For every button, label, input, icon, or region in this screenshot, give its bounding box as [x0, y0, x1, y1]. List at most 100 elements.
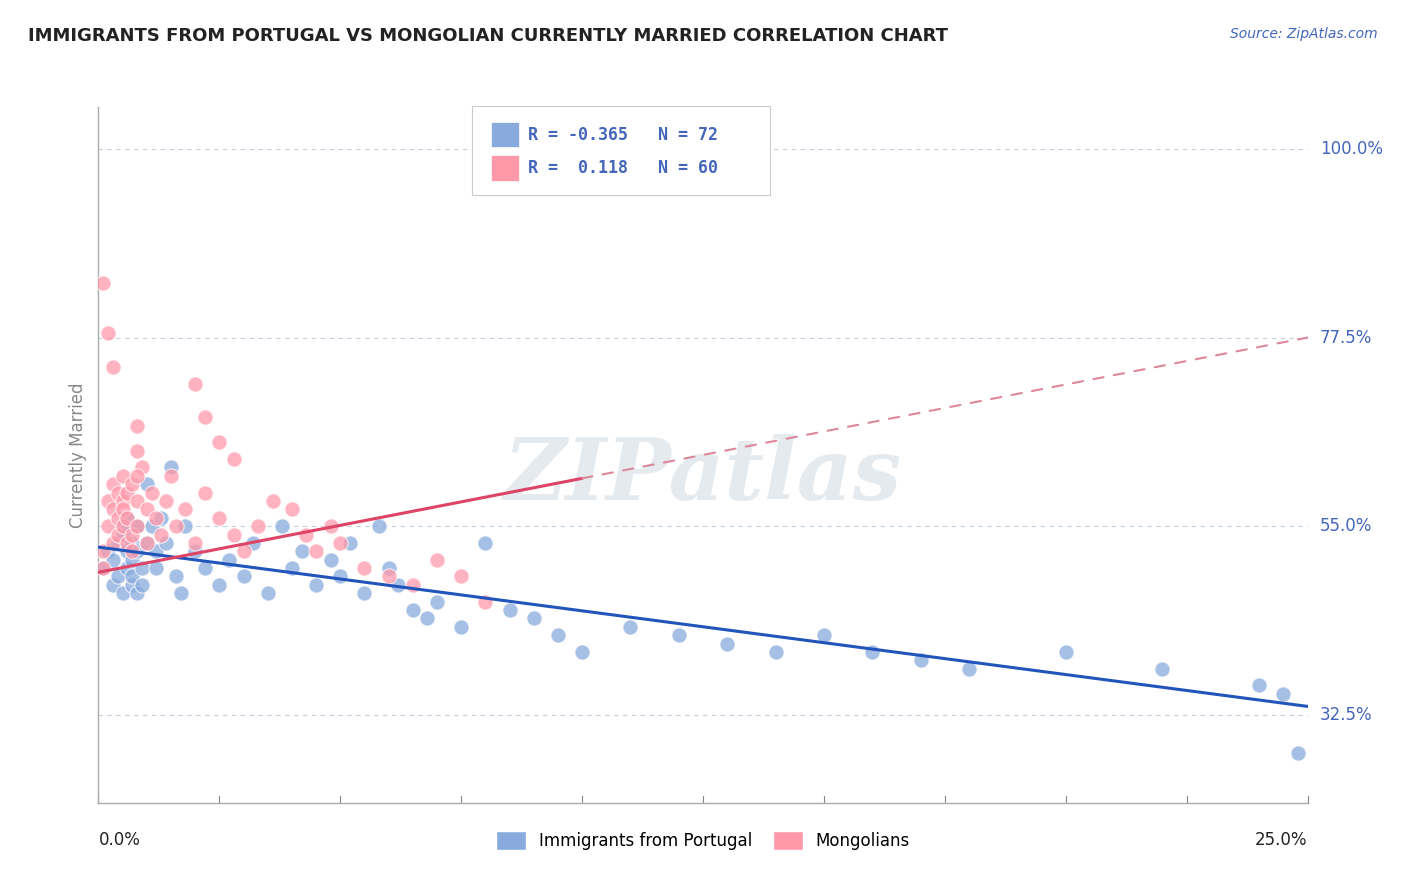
- Point: [218, 552, 240, 566]
- Point: [208, 510, 231, 524]
- Point: [387, 578, 409, 592]
- Text: ZIPatlas: ZIPatlas: [503, 434, 903, 517]
- Point: [319, 552, 342, 566]
- Point: [416, 611, 439, 625]
- Point: [121, 552, 143, 566]
- Point: [101, 502, 124, 516]
- Point: [281, 561, 304, 575]
- Point: [402, 603, 425, 617]
- Point: [194, 485, 217, 500]
- Point: [97, 519, 120, 533]
- Text: 55.0%: 55.0%: [1320, 517, 1372, 535]
- Point: [117, 485, 139, 500]
- Point: [242, 536, 264, 550]
- Point: [668, 628, 690, 642]
- Point: [305, 544, 328, 558]
- Point: [232, 544, 254, 558]
- Point: [107, 536, 129, 550]
- Point: [150, 527, 173, 541]
- Text: 25.0%: 25.0%: [1256, 830, 1308, 848]
- Point: [111, 494, 134, 508]
- Point: [194, 410, 217, 425]
- Point: [339, 536, 361, 550]
- Point: [121, 527, 143, 541]
- Point: [121, 578, 143, 592]
- Point: [127, 443, 149, 458]
- Point: [474, 536, 496, 550]
- Point: [107, 569, 129, 583]
- Text: 77.5%: 77.5%: [1320, 328, 1372, 347]
- Point: [135, 502, 157, 516]
- Point: [402, 578, 425, 592]
- Point: [141, 519, 163, 533]
- Point: [165, 569, 187, 583]
- Text: R = -0.365   N = 72: R = -0.365 N = 72: [527, 126, 717, 144]
- Point: [101, 477, 124, 491]
- Point: [184, 376, 207, 391]
- Point: [111, 586, 134, 600]
- Point: [281, 502, 304, 516]
- Point: [135, 536, 157, 550]
- Point: [155, 536, 177, 550]
- Point: [474, 594, 496, 608]
- Point: [107, 527, 129, 541]
- Point: [194, 561, 217, 575]
- Point: [127, 468, 149, 483]
- Point: [450, 620, 472, 634]
- Point: [127, 544, 149, 558]
- Point: [353, 586, 375, 600]
- Text: IMMIGRANTS FROM PORTUGAL VS MONGOLIAN CURRENTLY MARRIED CORRELATION CHART: IMMIGRANTS FROM PORTUGAL VS MONGOLIAN CU…: [28, 27, 948, 45]
- Point: [131, 460, 153, 475]
- Point: [101, 552, 124, 566]
- Text: 32.5%: 32.5%: [1320, 706, 1372, 723]
- Point: [208, 435, 231, 450]
- Point: [111, 468, 134, 483]
- Point: [160, 468, 183, 483]
- Point: [208, 578, 231, 592]
- Point: [91, 561, 114, 575]
- Point: [1272, 687, 1295, 701]
- Point: [145, 510, 167, 524]
- Point: [1249, 678, 1271, 692]
- Point: [813, 628, 835, 642]
- Point: [131, 578, 153, 592]
- Point: [127, 494, 149, 508]
- Point: [377, 561, 399, 575]
- Point: [256, 586, 278, 600]
- Point: [145, 561, 167, 575]
- Point: [131, 561, 153, 575]
- Point: [117, 510, 139, 524]
- Text: 100.0%: 100.0%: [1320, 140, 1382, 158]
- Point: [101, 359, 124, 374]
- Point: [523, 611, 546, 625]
- Point: [121, 569, 143, 583]
- Point: [117, 536, 139, 550]
- Point: [97, 494, 120, 508]
- Point: [305, 578, 328, 592]
- Point: [91, 561, 114, 575]
- Point: [1152, 662, 1174, 676]
- Point: [127, 519, 149, 533]
- Point: [165, 519, 187, 533]
- Text: 0.0%: 0.0%: [98, 830, 141, 848]
- Point: [111, 519, 134, 533]
- Point: [117, 544, 139, 558]
- Point: [184, 536, 207, 550]
- Point: [498, 603, 520, 617]
- Point: [426, 552, 449, 566]
- Point: [145, 544, 167, 558]
- Point: [547, 628, 569, 642]
- Point: [426, 594, 449, 608]
- Point: [141, 485, 163, 500]
- Point: [262, 494, 284, 508]
- Point: [155, 494, 177, 508]
- Point: [101, 578, 124, 592]
- Point: [111, 527, 134, 541]
- Text: R =  0.118   N = 60: R = 0.118 N = 60: [527, 159, 717, 178]
- Point: [97, 326, 120, 341]
- Point: [450, 569, 472, 583]
- Point: [353, 561, 375, 575]
- Point: [957, 662, 980, 676]
- Point: [111, 502, 134, 516]
- Point: [271, 519, 294, 533]
